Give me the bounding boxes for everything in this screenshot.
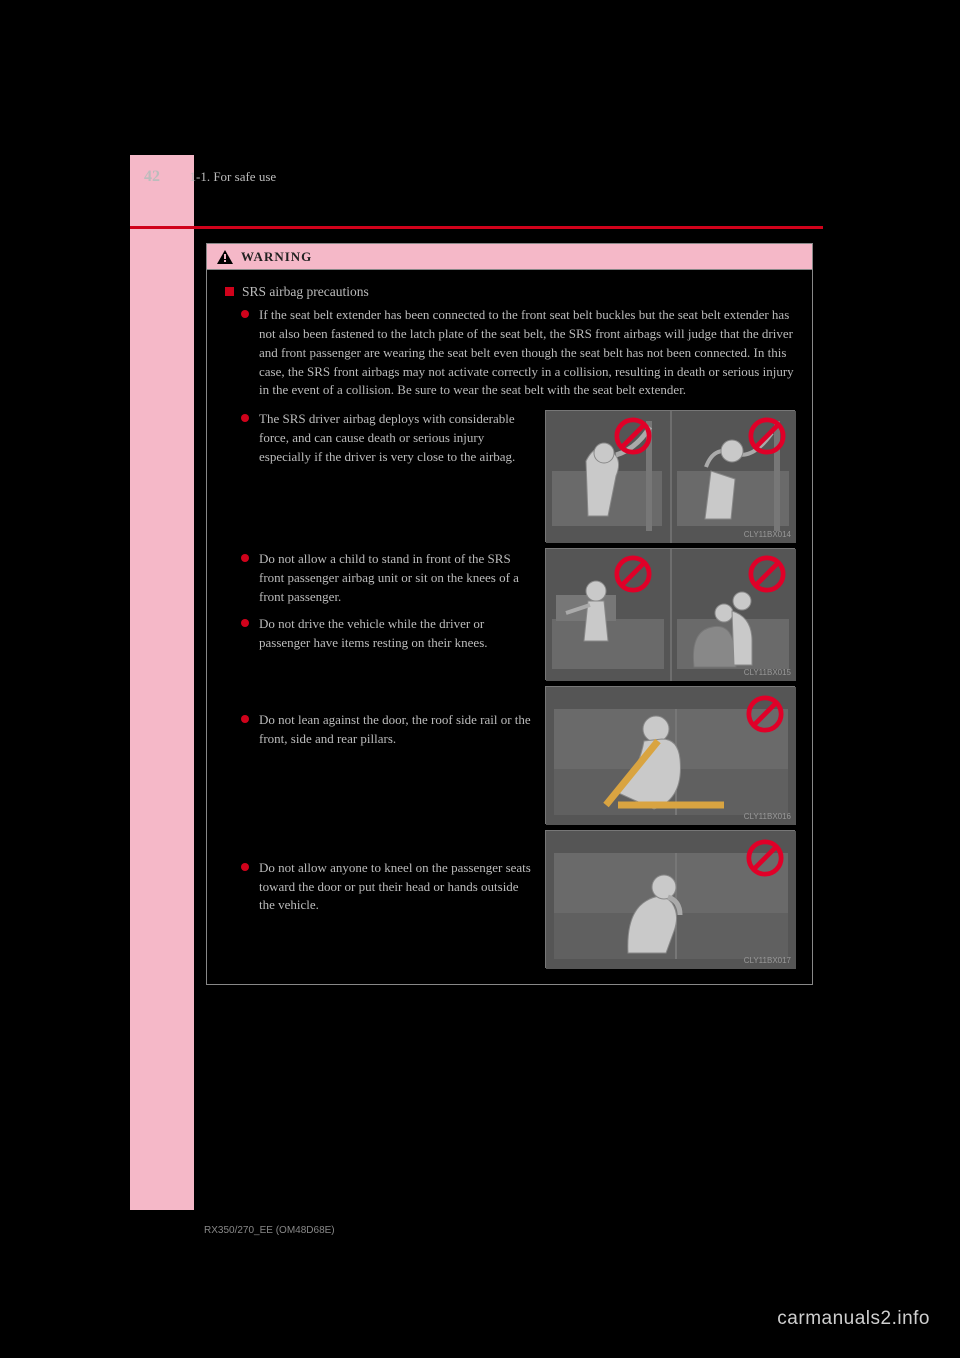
warning-header: WARNING	[207, 244, 812, 270]
bullet-icon	[241, 863, 249, 871]
two-column-region: The SRS driver airbag deploys with consi…	[225, 410, 800, 968]
bullet-item: If the seat belt extender has been conne…	[225, 306, 800, 400]
warning-box: WARNING SRS airbag precautions If the se…	[206, 243, 813, 985]
bullet-text: Do not drive the vehicle while the drive…	[259, 615, 531, 653]
watermark: carmanuals2.info	[777, 1308, 930, 1330]
warning-body: SRS airbag precautions If the seat belt …	[207, 270, 812, 984]
bullet-text: Do not lean against the door, the roof s…	[259, 711, 531, 749]
bullet-icon	[241, 414, 249, 422]
section-title: SRS airbag precautions	[242, 284, 369, 300]
illustration: CLY11BX014	[545, 410, 795, 542]
page-header: 42 1-1. For safe use	[144, 168, 824, 186]
page-number: 42	[144, 168, 160, 185]
left-column: The SRS driver airbag deploys with consi…	[241, 410, 531, 968]
prohibit-icon	[614, 417, 652, 455]
bullet-item: Do not allow anyone to kneel on the pass…	[241, 859, 531, 916]
prohibit-icon	[614, 555, 652, 593]
illustration-tag: CLY11BX015	[744, 668, 791, 677]
bullet-text: Do not allow anyone to kneel on the pass…	[259, 859, 531, 916]
prohibit-icon	[748, 555, 786, 593]
illustration: CLY11BX015	[545, 548, 795, 680]
footer-doc-id: RX350/270_EE (OM48D68E)	[204, 1225, 335, 1236]
bullet-icon	[241, 310, 249, 318]
bullet-text: The SRS driver airbag deploys with consi…	[259, 410, 531, 467]
bullet-item: Do not lean against the door, the roof s…	[241, 711, 531, 851]
right-column: CLY11BX014	[545, 410, 795, 968]
bullet-icon	[241, 619, 249, 627]
prohibit-icon	[746, 839, 784, 877]
section-marker-icon	[225, 287, 234, 296]
header-rule	[130, 226, 823, 229]
bullet-item: Do not allow a child to stand in front o…	[241, 550, 531, 607]
illustration: CLY11BX016	[545, 686, 795, 824]
section-title-row: SRS airbag precautions	[225, 284, 800, 300]
bullet-item: Do not drive the vehicle while the drive…	[241, 615, 531, 703]
illustration-tag: CLY11BX017	[744, 956, 791, 965]
illustration: CLY11BX017	[545, 830, 795, 968]
bullet-item: The SRS driver airbag deploys with consi…	[241, 410, 531, 542]
bullet-text: Do not allow a child to stand in front o…	[259, 550, 531, 607]
illustration-tag: CLY11BX014	[744, 530, 791, 539]
illustration-tag: CLY11BX016	[744, 812, 791, 821]
breadcrumb: 1-1. For safe use	[190, 169, 277, 184]
bullet-icon	[241, 715, 249, 723]
section-spine	[130, 155, 194, 1210]
bullet-icon	[241, 554, 249, 562]
prohibit-icon	[748, 417, 786, 455]
prohibit-icon	[746, 695, 784, 733]
warning-label: WARNING	[241, 249, 312, 265]
warning-icon	[217, 250, 233, 264]
bullet-text: If the seat belt extender has been conne…	[259, 306, 800, 400]
